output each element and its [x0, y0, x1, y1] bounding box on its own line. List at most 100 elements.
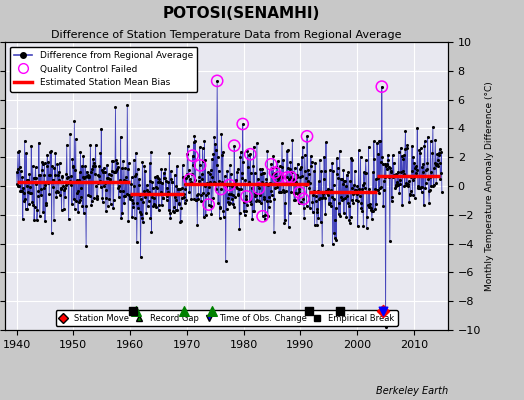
Point — [206, 171, 214, 177]
Point — [47, 148, 56, 154]
Point — [219, 149, 227, 155]
Point — [113, 166, 122, 172]
Point — [189, 162, 197, 168]
Point — [419, 169, 428, 175]
Point — [274, 158, 282, 164]
Point — [122, 178, 130, 184]
Point — [315, 196, 323, 202]
Point — [379, 187, 388, 193]
Point — [236, 210, 244, 216]
Point — [349, 191, 357, 198]
Point — [383, 161, 391, 167]
Point — [332, 237, 341, 244]
Point — [168, 178, 176, 185]
Point — [353, 183, 362, 190]
Point — [256, 192, 264, 198]
Point — [292, 171, 301, 178]
Point — [117, 165, 126, 172]
Point — [265, 204, 273, 210]
Point — [245, 152, 253, 158]
Point — [435, 150, 443, 156]
Point — [113, 160, 121, 166]
Point — [204, 201, 213, 208]
Point — [67, 182, 75, 189]
Point — [280, 188, 288, 195]
Point — [365, 203, 373, 210]
Point — [62, 171, 70, 177]
Point — [346, 214, 355, 220]
Point — [188, 171, 196, 177]
Point — [111, 168, 119, 175]
Point — [399, 171, 408, 178]
Point — [186, 180, 194, 187]
Point — [134, 204, 143, 211]
Point — [336, 308, 344, 314]
Point — [262, 176, 270, 182]
Point — [364, 202, 372, 208]
Point — [153, 185, 161, 191]
Point — [193, 191, 202, 197]
Point — [99, 199, 107, 206]
Point — [141, 190, 150, 197]
Point — [395, 148, 403, 155]
Point — [79, 174, 87, 180]
Point — [249, 144, 258, 150]
Point — [185, 188, 193, 195]
Point — [406, 192, 414, 199]
Point — [375, 138, 384, 145]
Point — [258, 213, 267, 220]
Point — [371, 206, 379, 212]
Point — [70, 118, 79, 124]
Point — [320, 167, 329, 174]
Point — [223, 168, 231, 174]
Point — [159, 169, 168, 176]
Point — [136, 254, 145, 260]
Point — [333, 155, 341, 162]
Point — [124, 166, 132, 172]
Point — [178, 195, 186, 201]
Point — [330, 181, 338, 188]
Point — [60, 187, 69, 193]
Point — [228, 183, 236, 189]
Point — [132, 171, 140, 177]
Point — [139, 199, 148, 206]
Point — [390, 172, 398, 178]
Point — [259, 170, 267, 176]
Point — [298, 154, 306, 161]
Point — [61, 194, 70, 200]
Point — [127, 174, 136, 180]
Point — [305, 171, 313, 178]
Point — [108, 158, 116, 164]
Point — [279, 157, 288, 164]
Point — [428, 173, 436, 180]
Point — [354, 222, 362, 229]
Point — [194, 178, 203, 184]
Point — [407, 168, 416, 174]
Point — [266, 180, 274, 186]
Point — [57, 207, 66, 213]
Point — [28, 162, 37, 169]
Point — [54, 189, 62, 195]
Point — [402, 181, 411, 188]
Point — [305, 185, 313, 191]
Point — [308, 158, 316, 165]
Point — [81, 202, 90, 209]
Point — [321, 211, 330, 217]
Point — [337, 196, 346, 203]
Point — [131, 173, 139, 179]
Point — [67, 173, 75, 179]
Point — [333, 171, 342, 178]
Point — [247, 184, 256, 191]
Point — [311, 160, 319, 166]
Point — [38, 166, 46, 173]
Point — [378, 154, 387, 160]
Point — [300, 152, 309, 158]
Point — [174, 186, 182, 192]
Point — [320, 153, 328, 160]
Point — [432, 161, 440, 168]
Point — [152, 173, 161, 180]
Point — [416, 185, 424, 192]
Point — [100, 183, 108, 189]
Point — [18, 216, 27, 222]
Point — [382, 163, 390, 169]
